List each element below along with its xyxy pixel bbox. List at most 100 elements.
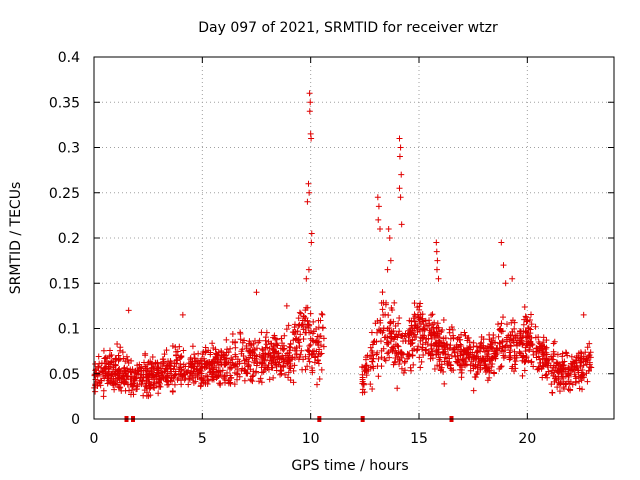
data-point	[570, 366, 577, 373]
x-tick-label: 10	[302, 431, 320, 447]
data-point	[292, 328, 299, 335]
data-point	[227, 345, 234, 352]
data-point	[124, 373, 131, 380]
data-point	[519, 372, 526, 379]
data-point	[374, 329, 381, 336]
data-point	[203, 372, 210, 379]
data-point-peak	[396, 153, 403, 160]
data-point	[532, 323, 539, 330]
data-point	[92, 360, 99, 367]
data-point	[411, 311, 418, 318]
data-point	[548, 370, 555, 377]
data-point	[111, 386, 118, 393]
data-point	[168, 375, 175, 382]
data-point	[127, 369, 134, 376]
data-point	[308, 351, 315, 358]
y-tick-label: 0	[71, 412, 80, 428]
data-point	[287, 344, 294, 351]
y-tick-label: 0.15	[49, 276, 80, 292]
data-point	[486, 336, 493, 343]
data-point	[269, 364, 276, 371]
data-point	[303, 329, 310, 336]
data-point	[405, 337, 412, 344]
data-point	[122, 369, 129, 376]
y-tick-label: 0.25	[49, 186, 80, 202]
data-point	[233, 376, 240, 383]
data-point	[388, 304, 395, 311]
data-point	[250, 340, 257, 347]
data-point	[213, 364, 220, 371]
data-point	[215, 372, 222, 379]
data-point	[239, 365, 246, 372]
data-point	[195, 350, 202, 357]
data-point	[537, 359, 544, 366]
data-point	[369, 358, 376, 365]
data-point	[386, 324, 393, 331]
data-point	[397, 349, 404, 356]
data-point	[183, 369, 190, 376]
data-point	[535, 334, 542, 341]
data-point	[542, 372, 549, 379]
data-point	[178, 352, 185, 359]
data-point	[146, 371, 153, 378]
data-point	[270, 344, 277, 351]
data-point	[282, 352, 289, 359]
data-point-peak	[377, 225, 383, 232]
data-point	[473, 349, 480, 356]
data-point	[304, 363, 311, 370]
data-point	[126, 387, 133, 394]
data-point	[391, 299, 398, 306]
data-point	[434, 332, 441, 339]
data-point	[187, 354, 194, 361]
data-point	[164, 366, 171, 373]
data-point	[461, 329, 468, 336]
data-point	[100, 347, 107, 354]
data-point	[212, 371, 219, 378]
data-point	[462, 362, 469, 369]
data-point	[398, 350, 405, 357]
data-point	[516, 350, 523, 357]
data-point	[297, 331, 304, 338]
data-point	[242, 368, 249, 375]
data-point	[402, 367, 409, 374]
data-point	[210, 344, 217, 351]
chart-title: Day 097 of 2021, SRMTID for receiver wtz…	[198, 20, 498, 36]
data-point	[527, 326, 534, 333]
data-point	[520, 321, 527, 328]
data-point	[441, 348, 448, 355]
data-point	[539, 351, 546, 358]
data-point	[289, 354, 296, 361]
data-point	[359, 386, 366, 393]
data-point	[194, 366, 201, 373]
data-point	[431, 329, 438, 336]
data-point	[142, 352, 149, 359]
data-point	[496, 345, 503, 352]
data-point	[198, 370, 205, 377]
data-point	[291, 362, 298, 369]
data-point	[398, 365, 405, 372]
data-point	[414, 346, 421, 353]
data-point	[139, 374, 146, 381]
data-point	[153, 369, 160, 376]
data-point	[149, 353, 156, 360]
data-point	[374, 317, 381, 324]
data-point	[241, 377, 248, 384]
data-point	[172, 344, 179, 351]
data-point	[143, 389, 150, 396]
data-point	[377, 328, 384, 335]
data-point	[496, 339, 503, 346]
data-point	[209, 360, 216, 367]
data-point	[404, 355, 411, 362]
data-point	[495, 333, 502, 340]
data-point	[522, 358, 529, 365]
data-point	[219, 352, 226, 359]
data-point	[359, 374, 366, 381]
data-point	[164, 370, 171, 377]
data-point	[125, 359, 132, 366]
data-point	[360, 380, 367, 387]
data-point	[120, 355, 127, 362]
data-point	[371, 338, 378, 345]
data-point-peak	[387, 257, 394, 264]
data-point	[221, 379, 228, 386]
data-point	[278, 335, 285, 342]
